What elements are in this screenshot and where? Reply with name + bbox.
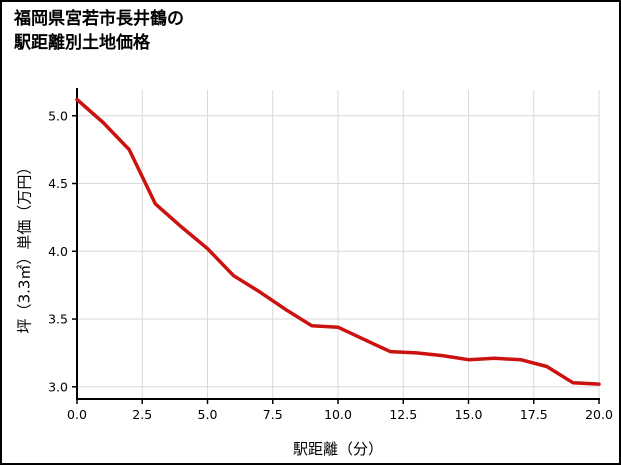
x-tick-label: 0.0	[67, 407, 87, 422]
y-tick-label: 3.0	[48, 379, 68, 394]
x-tick-label: 2.5	[132, 407, 152, 422]
chart-title-line1: 福岡県宮若市長井鶴の	[14, 9, 184, 29]
x-axis-label: 駅距離（分）	[292, 440, 383, 458]
price-line-series	[75, 97, 601, 386]
y-tick-label: 3.5	[48, 312, 68, 327]
chart-title: 福岡県宮若市長井鶴の 駅距離別土地価格	[14, 8, 184, 56]
y-axis-label: 坪（3.3㎡）単価（万円）	[15, 159, 34, 334]
x-tick-label: 7.5	[263, 407, 283, 422]
y-tick-label: 5.0	[48, 108, 68, 123]
x-tick-label: 20.0	[585, 407, 613, 422]
y-tick-label: 4.0	[48, 244, 68, 259]
x-tick-label: 12.5	[389, 407, 417, 422]
x-tick-label: 17.5	[520, 407, 548, 422]
y-tick-label: 4.5	[48, 176, 68, 191]
chart-title-line2: 駅距離別土地価格	[14, 32, 150, 53]
x-tick-label: 15.0	[455, 407, 483, 422]
x-tick-label: 5.0	[198, 407, 218, 422]
x-tick-label: 10.0	[324, 407, 352, 422]
